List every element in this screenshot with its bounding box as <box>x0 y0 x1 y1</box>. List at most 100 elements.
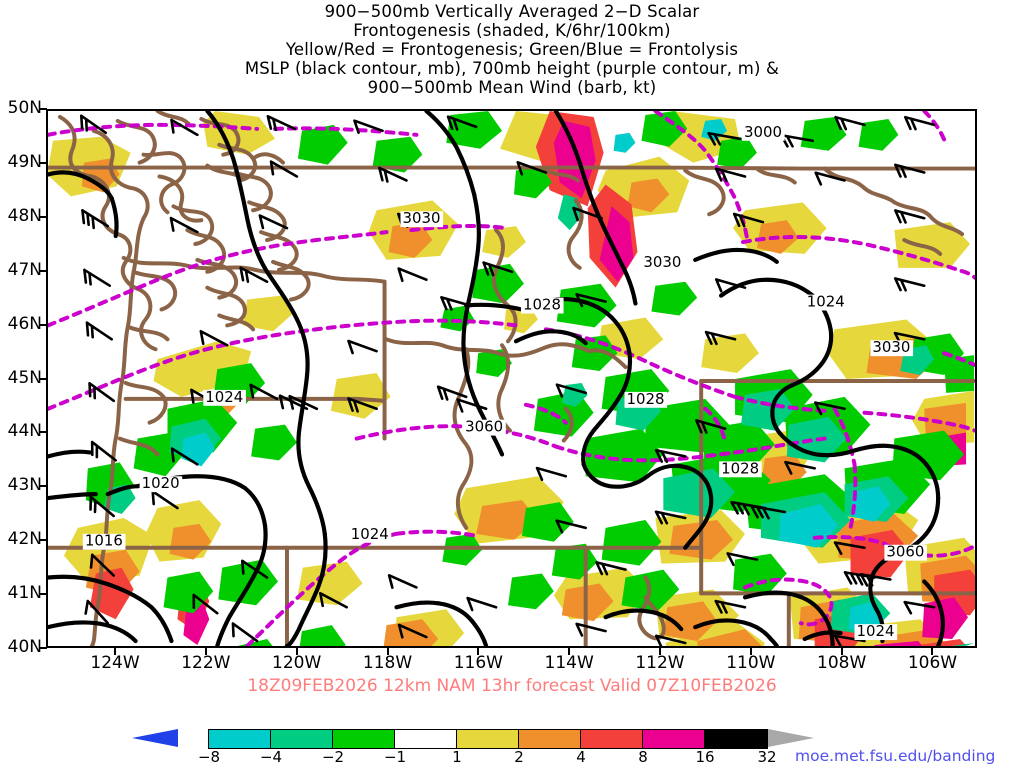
contour-label-bg <box>804 294 848 311</box>
contour-label-bg <box>463 419 506 436</box>
colorbar-label-5: 2 <box>514 748 524 766</box>
contour-label-bg <box>884 544 928 561</box>
y-tick-40N: 40N <box>7 637 42 657</box>
mslp-contours <box>48 111 946 646</box>
y-tick-41N: 41N <box>7 583 42 604</box>
title-line-2: Frontogenesis (shaded, K/6hr/100km) <box>353 21 671 40</box>
frontogenesis-shading <box>48 111 975 646</box>
contour-label-700mb-height-3030: 3030 <box>643 253 681 271</box>
x-tick-mark <box>568 647 571 655</box>
contour-label-mslp-1028: 1028 <box>721 459 759 477</box>
colorbar-label-1: −4 <box>259 748 283 766</box>
colorbar-label-0: −8 <box>197 748 221 766</box>
y-tick-42N: 42N <box>7 529 42 550</box>
chart-title: 900−500mb Vertically Averaged 2−D Scalar… <box>0 2 1024 97</box>
contour-label-group: 3000 3030 3030 3030 3060 3060 1028 1028 1028 1024… <box>82 123 928 641</box>
contour-label-bg <box>742 124 785 141</box>
contour-label-mslp-1016: 1016 <box>85 532 123 550</box>
colorbar-cell-7[interactable] <box>643 730 705 748</box>
colorbar-cell-2[interactable] <box>333 730 395 748</box>
y-tick-46N: 46N <box>7 313 42 334</box>
x-tick-112W: 112W <box>635 653 685 673</box>
contour-label-mslp-1028: 1028 <box>627 390 665 408</box>
colorbar-cells[interactable] <box>208 729 768 749</box>
y-tick-mark <box>39 431 47 434</box>
x-tick-mark <box>204 647 207 655</box>
colorbar-label-9: 32 <box>757 748 777 766</box>
contour-label-700mb-height-3030: 3030 <box>872 338 910 356</box>
contour-label-700mb-height-3060: 3060 <box>465 418 503 436</box>
y-tick-mark <box>39 161 47 164</box>
y-tick-48N: 48N <box>7 205 42 226</box>
y-tick-mark <box>39 269 47 272</box>
contour-label-bg <box>854 624 898 641</box>
y-tick-mark <box>39 539 47 542</box>
y-tick-49N: 49N <box>7 151 42 172</box>
title-line-5: 900−500mb Mean Wind (barb, kt) <box>367 78 657 97</box>
colorbar-cell-3[interactable] <box>395 730 457 748</box>
x-tick-118W: 118W <box>362 653 413 673</box>
contour-label-mslp-1024: 1024 <box>351 525 389 543</box>
contour-label-bg <box>348 526 392 543</box>
y-tick-50N: 50N <box>7 98 42 118</box>
x-tick-124W: 124W <box>90 653 140 673</box>
x-tick-114W: 114W <box>544 653 594 673</box>
colorbar-cell-0[interactable] <box>209 730 271 748</box>
contour-label-mslp-1024: 1024 <box>205 388 243 406</box>
title-line-4: MSLP (black contour, mb), 700mb height (… <box>244 59 780 78</box>
x-tick-122W: 122W <box>181 653 231 673</box>
colorbar-label-7: 8 <box>638 748 648 766</box>
contour-label-bg <box>870 340 914 357</box>
colorbar-label-6: 4 <box>576 748 586 766</box>
x-tick-110W: 110W <box>726 653 776 673</box>
y-tick-mark <box>39 215 47 218</box>
y-tick-mark <box>39 323 47 326</box>
colorbar-over-arrow <box>768 729 814 747</box>
contour-label-bg <box>624 391 668 408</box>
state-boundaries <box>48 111 975 646</box>
y-tick-mark <box>39 108 47 110</box>
y-tick-43N: 43N <box>7 475 42 496</box>
contour-label-bg <box>520 297 564 314</box>
contour-label-mslp-1024: 1024 <box>857 622 895 640</box>
y-tick-mark <box>39 593 47 596</box>
title-line-1: 900−500mb Vertically Averaged 2−D Scalar <box>324 2 700 21</box>
colorbar-label-8: 16 <box>695 748 715 766</box>
x-tick-mark <box>477 647 480 655</box>
contour-label-mslp-1024: 1024 <box>807 293 845 311</box>
contour-label-bg <box>82 533 126 550</box>
colorbar-cell-6[interactable] <box>581 730 643 748</box>
contour-label-700mb-height-3000: 3000 <box>744 123 782 141</box>
colorbar-label-3: −1 <box>383 748 407 766</box>
x-tick-mark <box>295 647 298 655</box>
x-tick-mark <box>840 647 843 655</box>
contour-label-bg <box>641 254 685 271</box>
x-tick-116W: 116W <box>453 653 503 673</box>
contour-label-700mb-height-3030: 3030 <box>402 209 440 227</box>
y-tick-mark <box>39 377 47 380</box>
colorbar-cell-5[interactable] <box>519 730 581 748</box>
x-tick-120W: 120W <box>272 653 322 673</box>
contour-label-mslp-1028: 1028 <box>523 296 561 314</box>
y-tick-mark <box>39 485 47 488</box>
contour-label-bg <box>139 476 183 493</box>
forecast-caption: 18Z09FEB2026 12km NAM 13hr forecast Vali… <box>247 676 777 696</box>
colorbar-cell-1[interactable] <box>271 730 333 748</box>
colorbar-label-2: −2 <box>321 748 345 766</box>
map-canvas: 3000 3030 3030 3030 3060 3060 1028 1028 1028 1024… <box>48 111 975 646</box>
x-tick-mark <box>749 647 752 655</box>
map-plot-area[interactable]: 3000 3030 3030 3030 3060 3060 1028 1028 1028 1024… <box>46 109 977 648</box>
colorbar-label-4: 1 <box>452 748 462 766</box>
colorbar-cell-4[interactable] <box>457 730 519 748</box>
contour-label-bg <box>719 461 762 478</box>
title-line-3: Yellow/Red = Frontogenesis; Green/Blue =… <box>285 40 739 59</box>
colorbar-cell-8[interactable] <box>705 730 767 748</box>
y-tick-44N: 44N <box>7 421 42 442</box>
source-watermark[interactable]: moe.met.fsu.edu/banding <box>795 747 996 765</box>
x-tick-108W: 108W <box>817 653 867 673</box>
y-tick-45N: 45N <box>7 367 42 388</box>
x-tick-mark <box>114 647 117 655</box>
x-tick-mark <box>931 647 934 655</box>
